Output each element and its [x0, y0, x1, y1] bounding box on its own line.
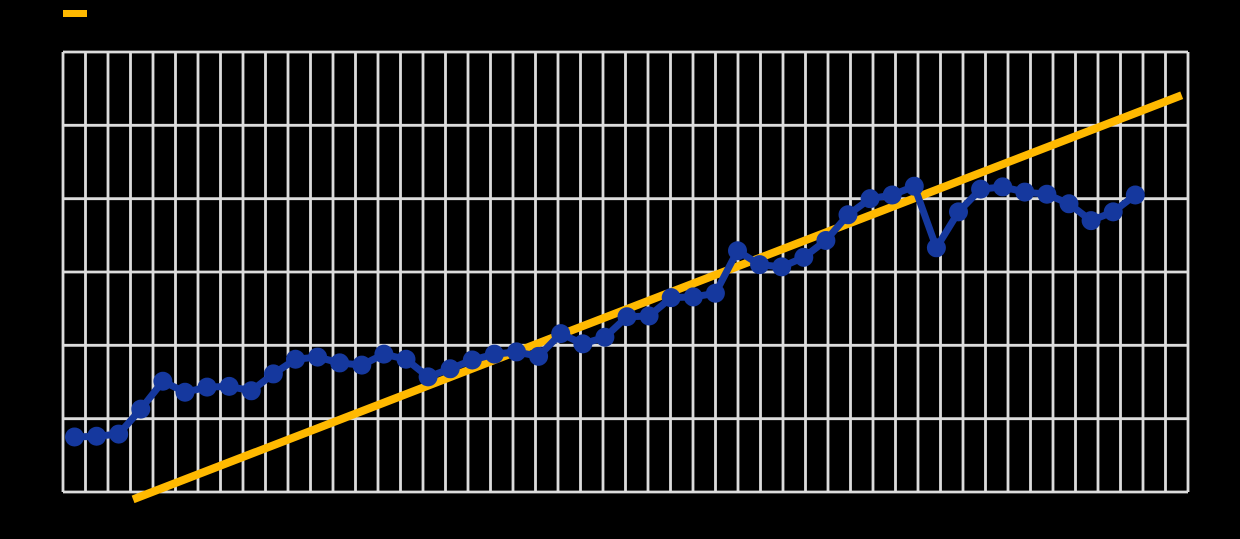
- trend-line-layer: [131, 91, 1184, 504]
- gridlines: [61, 50, 1190, 494]
- legend: [63, 10, 87, 17]
- data-series-layer: [65, 176, 1145, 447]
- legend-swatch: [63, 10, 87, 17]
